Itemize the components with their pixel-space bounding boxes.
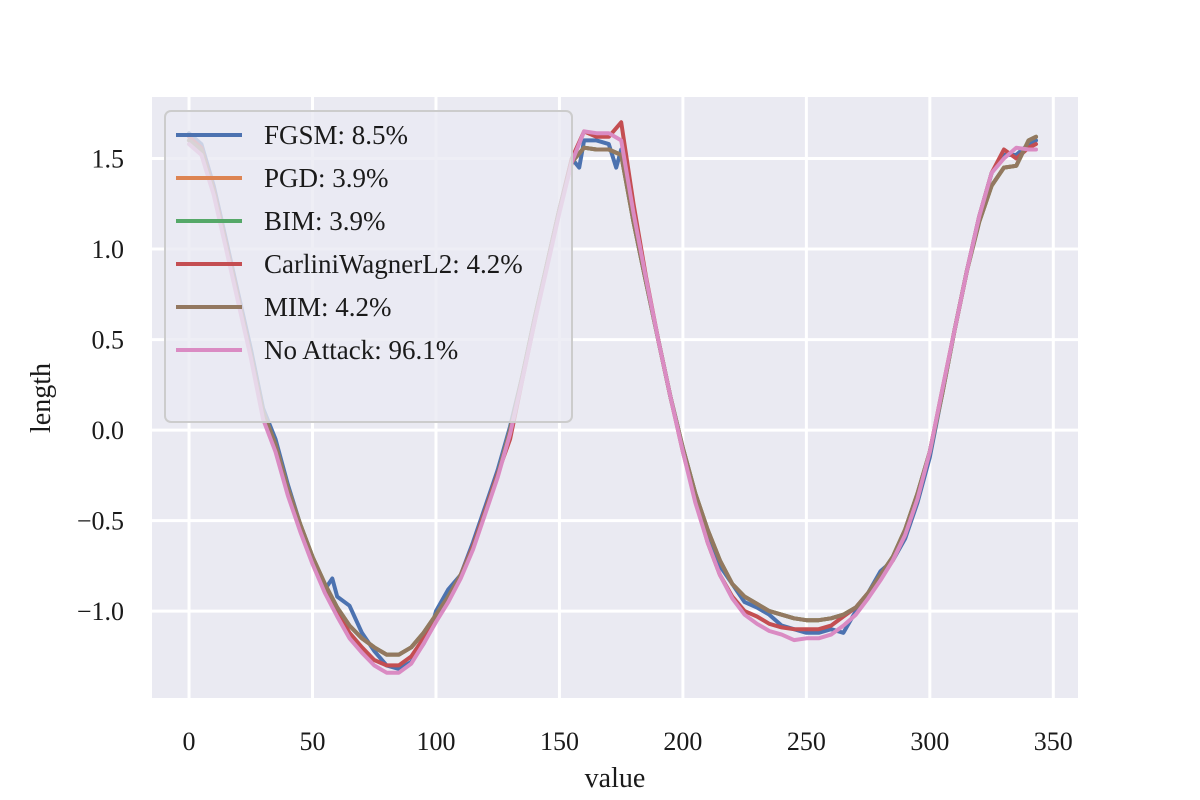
y-tick-label: 0.5 <box>92 326 125 355</box>
x-axis-label: value <box>585 763 646 794</box>
legend-entry: FGSM: 8.5% <box>264 120 408 150</box>
legend-entry: CarliniWagnerL2: 4.2% <box>264 249 523 279</box>
legend: FGSM: 8.5% PGD: 3.9% BIM: 3.9% CarliniWagne… <box>164 110 573 423</box>
series-lines <box>187 120 1038 675</box>
x-tick-labels: 0 50 100 150 200 250 300 350 <box>183 727 1073 756</box>
legend-entry: BIM: 3.9% <box>264 206 386 236</box>
x-tick-label: 50 <box>300 727 326 756</box>
y-axis-label: length <box>26 363 57 433</box>
x-tick-label: 200 <box>663 727 702 756</box>
x-tick-label: 150 <box>540 727 579 756</box>
x-tick-label: 0 <box>183 727 196 756</box>
x-tick-label: 250 <box>787 727 826 756</box>
y-tick-label: 0.0 <box>92 416 125 445</box>
y-tick-labels: −1.0 −0.5 0.0 0.5 1.0 1.5 <box>77 145 124 627</box>
legend-entry: MIM: 4.2% <box>264 292 392 322</box>
x-tick-label: 100 <box>416 727 455 756</box>
y-tick-label: −0.5 <box>77 507 124 536</box>
legend-box <box>164 110 573 423</box>
y-tick-label: 1.5 <box>92 145 125 174</box>
y-tick-label: −1.0 <box>77 597 124 626</box>
legend-entry: No Attack: 96.1% <box>264 335 458 365</box>
y-tick-label: 1.0 <box>92 235 125 264</box>
x-tick-label: 300 <box>910 727 949 756</box>
series-line-6 <box>187 129 1038 675</box>
legend-entry: PGD: 3.9% <box>264 163 389 193</box>
x-tick-label: 350 <box>1034 727 1073 756</box>
